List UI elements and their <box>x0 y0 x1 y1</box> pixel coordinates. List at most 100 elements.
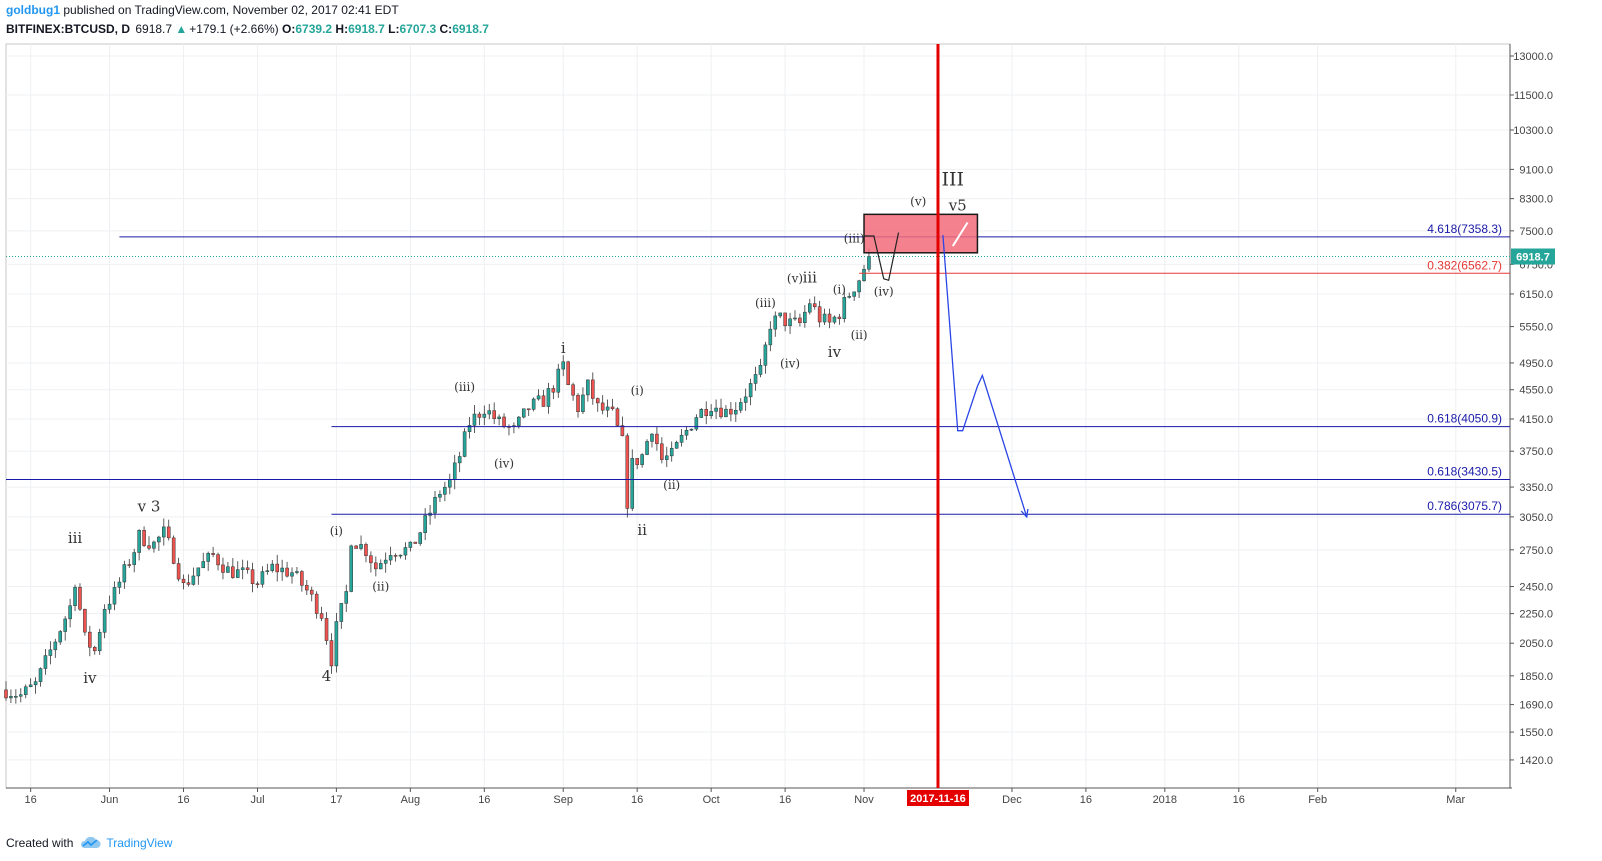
candle-body <box>807 303 812 313</box>
wave-label: i <box>561 339 566 357</box>
candle-body <box>280 567 284 573</box>
candle-body <box>748 383 753 398</box>
candle-down <box>127 558 132 568</box>
candle-down <box>324 612 329 645</box>
candle-down <box>92 645 97 655</box>
candle-up <box>206 551 210 571</box>
tradingview-link[interactable]: TradingView <box>79 836 172 850</box>
candle-down <box>704 401 709 425</box>
candle-body <box>472 413 477 426</box>
candle-down <box>181 574 186 590</box>
plot-area <box>5 43 1511 789</box>
candle-body <box>640 454 644 465</box>
candle-body <box>842 297 847 319</box>
candle-up <box>38 667 43 687</box>
candle-up <box>630 449 635 512</box>
candle-up <box>339 603 344 629</box>
candle-body <box>374 562 378 570</box>
candle-body <box>216 554 220 566</box>
candle-body <box>556 368 561 393</box>
x-tick-label: 16 <box>1080 794 1092 806</box>
candle-up <box>152 540 156 553</box>
author-link[interactable]: goldbug1 <box>6 3 60 17</box>
candle-body <box>551 388 556 393</box>
candle-down <box>142 526 146 548</box>
candle-body <box>186 582 191 585</box>
candle-up <box>847 292 852 299</box>
candle-up <box>561 355 565 377</box>
x-tick-label: 16 <box>631 794 643 806</box>
candle-body <box>196 567 201 577</box>
target-zone-box <box>863 213 979 254</box>
candle-down <box>171 535 176 565</box>
candle-body <box>314 593 319 614</box>
candle-body <box>275 563 279 573</box>
candle-up <box>14 689 18 704</box>
wave-v-zigzag <box>864 232 900 282</box>
candle-down <box>812 296 817 310</box>
candle-body <box>137 530 141 553</box>
candle-body <box>250 569 255 584</box>
x-tick-label: Jul <box>250 794 264 806</box>
x-tick-label: Feb <box>1308 794 1327 806</box>
x-tick-label: Oct <box>703 794 720 806</box>
candle-down <box>369 551 373 573</box>
candle-body <box>729 408 733 415</box>
candle-body <box>645 441 649 455</box>
candle-down <box>4 681 8 701</box>
candle-up <box>117 577 122 595</box>
tradingview-brand: TradingView <box>106 836 173 850</box>
candle-up <box>48 641 53 665</box>
candle-up <box>699 408 704 419</box>
candle-body <box>852 291 856 297</box>
candle-body <box>793 317 797 320</box>
candle-body <box>92 647 97 652</box>
candle-up <box>102 604 107 639</box>
y-tick-label: 3350.0 <box>1519 482 1553 494</box>
wave-label: (iv) <box>780 356 800 370</box>
candle-body <box>704 409 709 417</box>
candle-body <box>334 621 339 667</box>
x-tick-label: 16 <box>1233 794 1245 806</box>
candle-up <box>536 389 541 401</box>
candle-body <box>403 547 408 556</box>
candle-up <box>778 312 782 319</box>
projected-path-arrowhead <box>1020 508 1029 519</box>
candle-body <box>191 575 196 585</box>
last-price-badge <box>1511 248 1555 265</box>
candle-up <box>709 404 713 419</box>
candle-body <box>112 587 117 605</box>
candle-body <box>521 408 526 418</box>
candle-down <box>551 385 556 400</box>
x-tick-label: Jun <box>101 794 119 806</box>
x-tick-label: Aug <box>401 794 421 806</box>
x-tick-label: Dec <box>1002 794 1022 806</box>
candle-up <box>438 490 442 502</box>
footer: Created with TradingView <box>6 836 172 850</box>
candle-down <box>526 408 531 417</box>
candle-body <box>571 384 575 396</box>
candle-body <box>600 402 605 411</box>
candle-body <box>778 312 782 317</box>
candle-body <box>753 374 758 384</box>
candle-up <box>423 508 427 541</box>
y-tick-label: 4950.0 <box>1519 358 1553 370</box>
candle-body <box>171 537 176 564</box>
candle-body <box>132 552 136 565</box>
candle-body <box>847 296 852 298</box>
candle-down <box>374 556 378 577</box>
candle-body <box>354 545 358 549</box>
y-tick-label: 8300.0 <box>1519 194 1553 206</box>
candle-body <box>309 589 314 595</box>
price-change: +179.1 (+2.66%) <box>189 22 279 36</box>
candle-body <box>408 541 413 548</box>
candle-body <box>147 545 151 549</box>
candle-body <box>88 631 92 648</box>
candle-body <box>359 544 363 549</box>
symbol[interactable]: BITFINEX:BTCUSD, D <box>6 22 130 36</box>
candle-up <box>63 616 67 641</box>
y-tick-label: 9100.0 <box>1519 164 1553 176</box>
candle-body <box>319 613 324 619</box>
candle-up <box>53 638 58 658</box>
